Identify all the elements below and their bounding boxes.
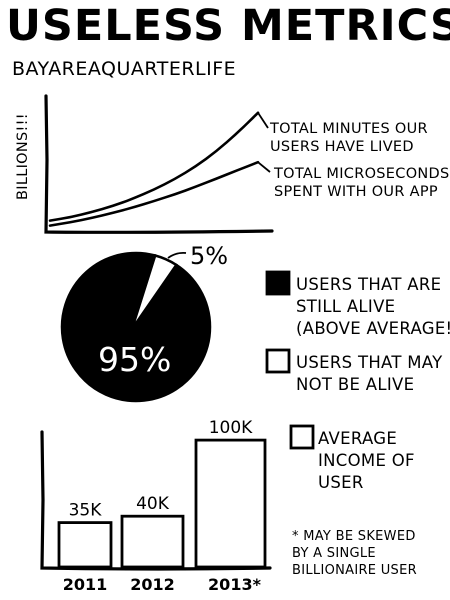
pie-legend-label-2-line-2: NOT BE ALIVE	[296, 375, 414, 394]
line-series-2	[48, 160, 260, 227]
line-series-1-pointer	[257, 112, 269, 129]
pie-legend-label-2-line-1: USERS THAT MAY	[296, 353, 443, 372]
bar-legend-label-line-3: USER	[318, 473, 364, 492]
bar-category-label-3: 2013*	[208, 575, 262, 594]
line-chart: BILLIONS!!! TOTAL MINUTES OUR USERS HAVE …	[15, 94, 450, 234]
pie-chart: 95% 5%	[60, 242, 228, 403]
footnote-text-line-2: BY A SINGLE	[292, 546, 376, 561]
line-series-2-label-line-2: SPENT WITH OUR APP	[274, 184, 438, 200]
line-series-1	[48, 111, 260, 222]
bar-value-label-3: 100K	[209, 418, 253, 438]
bar-2011	[57, 521, 113, 569]
pie-legend-swatch-1	[265, 270, 291, 296]
bar-category-label-2: 2012	[130, 575, 175, 594]
footnote-text-line-3: BILLIONAIRE USER	[292, 563, 417, 578]
pie-legend: USERS THAT ARE STILL ALIVE (ABOVE AVERAGE!…	[265, 270, 450, 394]
line-series-1-label-line-2: USERS HAVE LIVED	[270, 139, 414, 155]
bar-value-label-2: 40K	[136, 494, 170, 514]
bar-legend-label-line-2: INCOME OF	[318, 451, 415, 470]
pie-legend-label-1-line-3: (ABOVE AVERAGE!!)	[296, 319, 450, 338]
bar-category-label-1: 2011	[63, 575, 108, 594]
line-chart-y-axis	[44, 94, 274, 234]
pie-small-slice-pointer	[167, 251, 187, 259]
bar-legend-swatch	[289, 424, 315, 450]
bar-2013	[194, 438, 267, 569]
pie-legend-label-1-line-2: STILL ALIVE	[296, 297, 395, 316]
pie-slice-95	[60, 251, 212, 403]
footnote-text-line-1: * MAY BE SKEWED	[292, 529, 416, 544]
pie-slice-5	[130, 253, 179, 330]
line-series-2-label-line-1: TOTAL MICROSECONDS	[273, 166, 450, 182]
line-series-1-label-line-1: TOTAL MINUTES OUR	[269, 121, 428, 137]
page-subtitle: BAYAREAQUARTERLIFE	[12, 58, 236, 80]
bar-legend-label-line-1: AVERAGE	[318, 429, 397, 448]
pie-slice-5-label: 5%	[190, 242, 228, 270]
bar-chart: 35K 40K 100K 2011 2012 2013*	[40, 418, 272, 594]
bar-legend: AVERAGE INCOME OF USER	[289, 424, 415, 492]
line-series-2-pointer	[257, 161, 271, 173]
page-title: USELESS METRICS	[6, 1, 450, 51]
bar-chart-y-axis	[40, 430, 272, 571]
bar-2012	[120, 514, 185, 569]
pie-slice-95-label: 95%	[98, 340, 171, 379]
pie-legend-label-1-line-1: USERS THAT ARE	[296, 275, 441, 294]
footnote: * MAY BE SKEWED BY A SINGLE BILLIONAIRE US…	[292, 529, 417, 578]
bar-value-label-1: 35K	[69, 501, 103, 521]
line-chart-y-label: BILLIONS!!!	[15, 113, 31, 200]
pie-legend-swatch-2	[265, 348, 291, 374]
